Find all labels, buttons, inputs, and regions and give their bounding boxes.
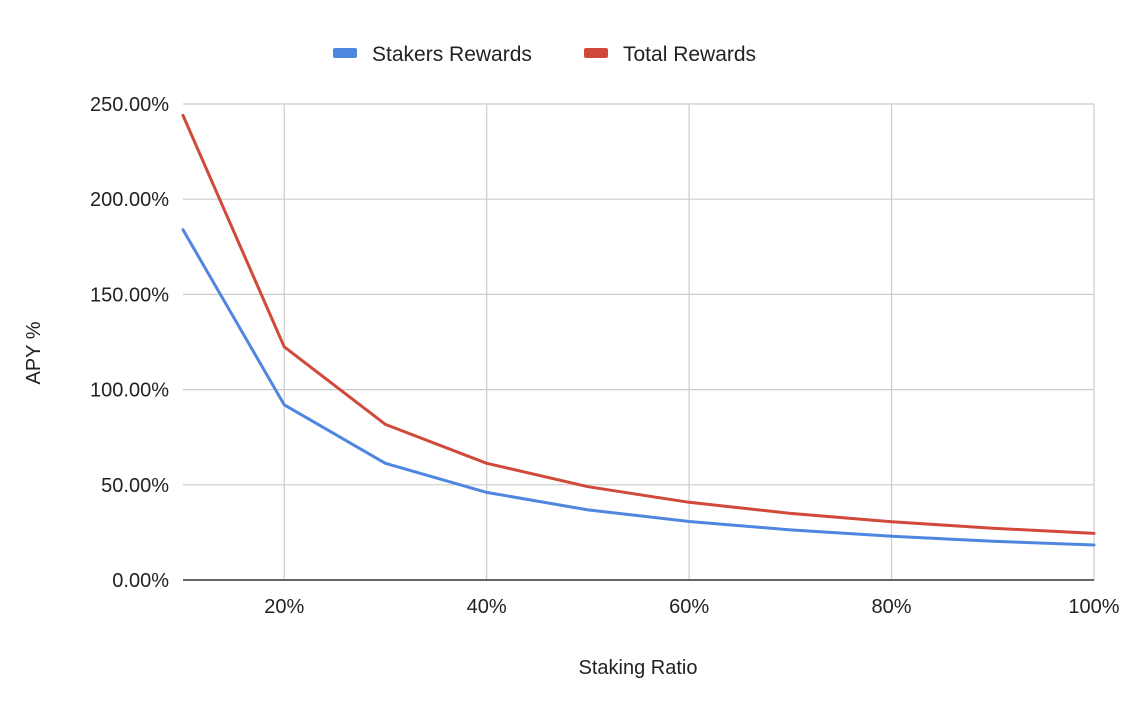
x-tick-label: 100% bbox=[1068, 596, 1119, 618]
series-lines bbox=[181, 113, 1096, 547]
legend-swatch bbox=[333, 48, 357, 58]
legend: Stakers Rewards Total Rewards bbox=[333, 43, 756, 66]
x-tick-label: 40% bbox=[467, 596, 507, 618]
grid bbox=[183, 103, 1095, 580]
series-line-stakers-rewards bbox=[181, 228, 1096, 547]
y-tick-label: 100.00% bbox=[90, 380, 169, 402]
y-axis-title: APY % bbox=[23, 321, 45, 384]
legend-label: Stakers Rewards bbox=[372, 43, 532, 66]
y-tick-label: 150.00% bbox=[90, 284, 169, 306]
x-tick-label: 80% bbox=[872, 596, 912, 618]
axes: 0.00% 50.00% 100.00% 150.00% 200.00% 250.00% 2… bbox=[90, 94, 1120, 618]
legend-swatch bbox=[584, 48, 608, 58]
x-tick-label: 20% bbox=[264, 596, 304, 618]
y-tick-label: 0.00% bbox=[112, 570, 169, 592]
legend-label: Total Rewards bbox=[623, 43, 756, 66]
y-tick-label: 200.00% bbox=[90, 189, 169, 211]
y-tick-label: 250.00% bbox=[90, 94, 169, 116]
x-axis-title: Staking Ratio bbox=[579, 657, 698, 679]
series-line-total-rewards bbox=[181, 113, 1096, 535]
x-tick-label: 60% bbox=[669, 596, 709, 618]
y-tick-label: 50.00% bbox=[101, 475, 169, 497]
